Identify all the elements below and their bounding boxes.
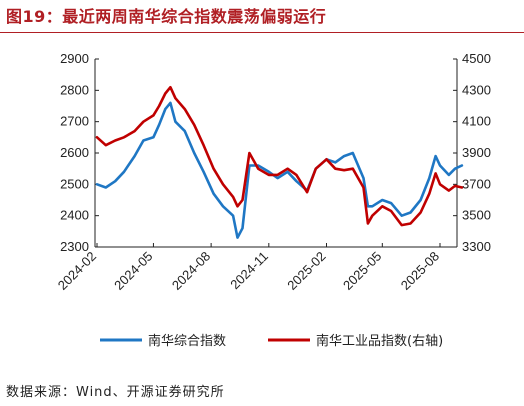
x-tick-labels: 2024-02 2024-05 2024-08 2024-11 2025-02 2025-…: [55, 249, 442, 293]
series-line-composite: [95, 101, 464, 239]
page-title: 图19：最近两周南华综合指数震荡偏弱运行: [6, 7, 327, 26]
y-right-tick-label: 3500: [462, 208, 491, 223]
y-left-tick-label: 2800: [60, 82, 89, 97]
y-left-tick-label: 2400: [60, 208, 89, 223]
y-left-tick-label: 2600: [60, 145, 89, 160]
title-divider: [0, 32, 524, 33]
x-tick-label: 2025-08: [398, 249, 442, 293]
chart-axes: 2300 2400 2500 2600 2700 2800 2900 3300 3500 3700…: [60, 51, 491, 254]
y-right-tick-label: 4500: [462, 51, 491, 66]
x-tick-label: 2024-05: [111, 249, 155, 293]
chart-lines: [95, 85, 464, 239]
chart-legend: 南华综合指数 南华工业品指数(右轴): [100, 333, 443, 349]
y-left-tick-label: 2500: [60, 176, 89, 191]
x-tick-label: 2024-11: [227, 249, 271, 293]
y-right-tick-label: 3900: [462, 145, 491, 160]
x-tick-label: 2025-05: [340, 249, 384, 293]
y-right-tick-label: 4100: [462, 114, 491, 129]
y-right-tick-label: 4300: [462, 82, 491, 97]
legend-label: 南华工业品指数(右轴): [316, 333, 443, 349]
y-right-tick-label: 3700: [462, 176, 491, 191]
series-line-industrial: [95, 85, 464, 227]
y-left-tick-label: 2700: [60, 114, 89, 129]
y-left-tick-label: 2300: [60, 239, 89, 254]
x-tick-label: 2024-02: [55, 249, 99, 293]
x-tick-label: 2025-02: [284, 249, 328, 293]
x-tick-label: 2024-08: [169, 249, 213, 293]
y-right-tick-label: 3300: [462, 239, 491, 254]
legend-label: 南华综合指数: [148, 333, 226, 349]
source-note: 数据来源：Wind、开源证券研究所: [6, 385, 225, 400]
y-left-tick-label: 2900: [60, 51, 89, 66]
